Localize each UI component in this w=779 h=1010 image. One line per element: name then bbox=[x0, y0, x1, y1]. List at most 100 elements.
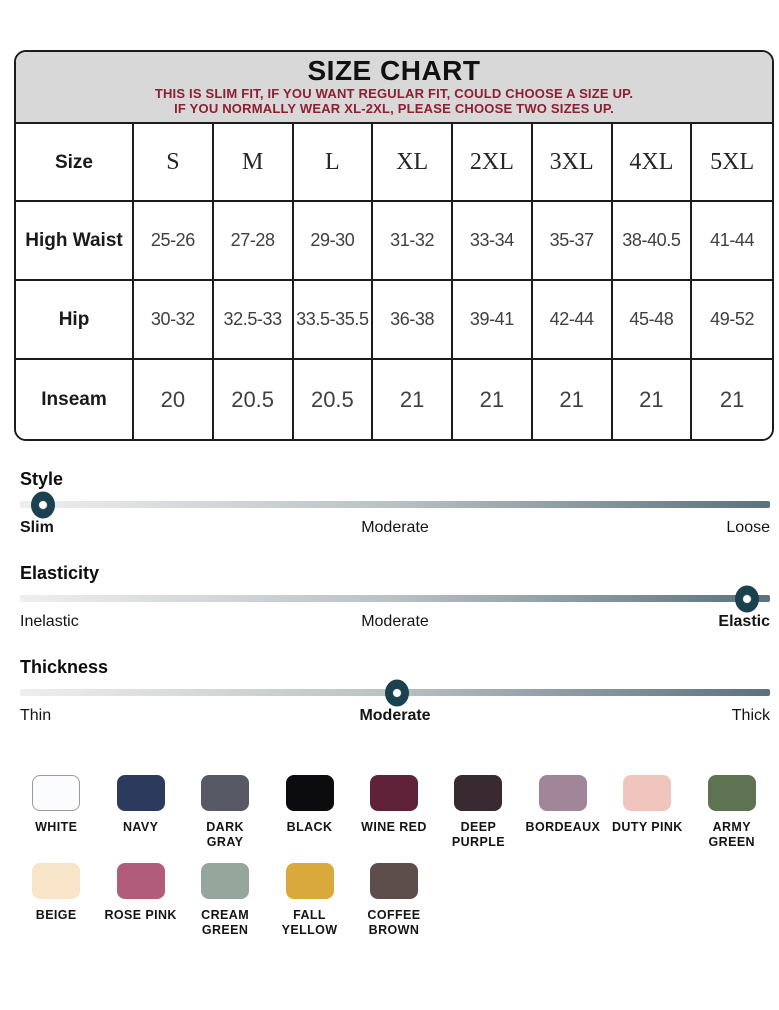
color-label-deep-purple: DEEP PURPLE bbox=[451, 820, 505, 849]
slider-knob-elasticity[interactable] bbox=[734, 585, 759, 612]
measurement-cell: 42-44 bbox=[532, 281, 613, 360]
color-option-duty-pink: DUTY PINK bbox=[605, 775, 689, 850]
size-chart-infographic: SIZE CHART THIS IS SLIM FIT, IF YOU WANT… bbox=[14, 50, 774, 938]
slider-knob-style[interactable] bbox=[30, 491, 55, 518]
fit-indicator-sliders: Style Slim Moderate Loose Elasticity Inelasti… bbox=[14, 469, 774, 726]
slider-title-elasticity: Elasticity bbox=[20, 563, 100, 583]
color-swatch-fall-yellow[interactable] bbox=[285, 863, 334, 899]
slider-label-thin: Thin bbox=[20, 707, 52, 724]
color-label-fall-yellow: FALL YELLOW bbox=[281, 908, 338, 937]
measurement-cell: 20.5 bbox=[293, 360, 374, 439]
size-chart-header: SIZE CHART THIS IS SLIM FIT, IF YOU WANT… bbox=[16, 52, 772, 124]
color-swatch-white[interactable] bbox=[32, 775, 81, 811]
color-swatch-black[interactable] bbox=[285, 775, 334, 811]
color-label-white: WHITE bbox=[35, 820, 78, 834]
measurement-cell: 35-37 bbox=[532, 202, 613, 281]
measurement-cell: 36-38 bbox=[373, 281, 453, 360]
color-swatch-army-green[interactable] bbox=[707, 775, 756, 811]
color-option-fall-yellow: FALL YELLOW bbox=[267, 863, 351, 938]
color-swatch-beige[interactable] bbox=[32, 863, 81, 899]
color-label-coffee-brown: COFFEE BROWN bbox=[367, 908, 421, 937]
measurement-cell: 45-48 bbox=[612, 281, 693, 360]
color-option-rose-pink: ROSE PINK bbox=[98, 863, 182, 938]
color-swatch-bordeaux[interactable] bbox=[538, 775, 587, 811]
measurement-cell: 33.5-35.5 bbox=[293, 281, 374, 360]
measurement-cell: 38-40.5 bbox=[612, 202, 693, 281]
size-col-xl: XL bbox=[373, 124, 453, 202]
color-option-beige: BEIGE bbox=[14, 863, 98, 938]
measurement-cell: 27-28 bbox=[213, 202, 294, 281]
measurement-cell: 32.5-33 bbox=[213, 281, 294, 360]
color-swatch-cream-green[interactable] bbox=[201, 863, 250, 899]
color-option-wine-red: WINE RED bbox=[352, 775, 436, 850]
color-label-cream-green: CREAM GREEN bbox=[201, 908, 250, 937]
color-label-wine-red: WINE RED bbox=[361, 820, 427, 834]
slider-labels-elasticity: Inelastic Moderate Elastic bbox=[20, 613, 770, 632]
measurement-cell: 30-32 bbox=[134, 281, 214, 360]
slider-track-thickness[interactable] bbox=[20, 679, 770, 706]
measurement-cell: 25-26 bbox=[134, 202, 214, 281]
size-col-4xl: 4XL bbox=[612, 124, 693, 202]
slider-title-style: Style bbox=[20, 469, 64, 489]
row-label-high-waist: High Waist bbox=[16, 202, 134, 281]
slider-thickness: Thickness Thin Moderate Thick bbox=[14, 657, 774, 726]
measurement-cell: 49-52 bbox=[692, 281, 772, 360]
size-col-3xl: 3XL bbox=[532, 124, 613, 202]
measurement-cell: 20 bbox=[134, 360, 214, 439]
color-swatch-row-2: BEIGE ROSE PINK CREAM GREEN FALL YELLOW COFF… bbox=[14, 863, 774, 938]
row-label-hip: Hip bbox=[16, 281, 134, 360]
size-measurements-grid: Size S M L XL 2XL 3XL 4XL 5XL High Waist 25-26 27-2… bbox=[16, 124, 772, 439]
slider-elasticity: Elasticity Inelastic Moderate Elastic bbox=[14, 563, 774, 632]
measurement-cell: 21 bbox=[532, 360, 613, 439]
slider-track-elasticity[interactable] bbox=[20, 585, 770, 612]
color-label-beige: BEIGE bbox=[35, 908, 77, 922]
slider-label-moderate: Moderate bbox=[361, 613, 429, 630]
color-label-bordeaux: BORDEAUX bbox=[525, 820, 601, 834]
slider-knob-thickness[interactable] bbox=[385, 679, 410, 706]
slider-label-loose: Loose bbox=[726, 519, 770, 536]
size-chart-table: SIZE CHART THIS IS SLIM FIT, IF YOU WANT… bbox=[14, 50, 774, 441]
color-label-army-green: ARMY GREEN bbox=[708, 820, 755, 849]
measurement-cell: 33-34 bbox=[453, 202, 533, 281]
color-swatch-navy[interactable] bbox=[116, 775, 165, 811]
measurement-cell: 21 bbox=[453, 360, 533, 439]
slider-style: Style Slim Moderate Loose bbox=[14, 469, 774, 538]
color-option-black: BLACK bbox=[267, 775, 351, 850]
color-label-black: BLACK bbox=[286, 820, 333, 834]
color-option-coffee-brown: COFFEE BROWN bbox=[352, 863, 436, 938]
color-option-deep-purple: DEEP PURPLE bbox=[436, 775, 520, 850]
color-label-duty-pink: DUTY PINK bbox=[611, 820, 683, 834]
size-col-2xl: 2XL bbox=[453, 124, 533, 202]
size-chart-title: SIZE CHART bbox=[307, 55, 481, 86]
slider-labels-style: Slim Moderate Loose bbox=[20, 519, 770, 538]
color-swatch-deep-purple[interactable] bbox=[454, 775, 503, 811]
slider-label-inelastic: Inelastic bbox=[20, 613, 79, 630]
size-col-m: M bbox=[213, 124, 294, 202]
measurement-cell: 41-44 bbox=[692, 202, 772, 281]
measurement-cell: 21 bbox=[692, 360, 772, 439]
measurement-cell: 20.5 bbox=[213, 360, 294, 439]
row-label-inseam: Inseam bbox=[16, 360, 134, 439]
color-swatch-dark-gray[interactable] bbox=[201, 775, 250, 811]
fit-note-line2: IF YOU NORMALLY WEAR XL-2XL, PLEASE CHOO… bbox=[174, 101, 614, 116]
color-swatch-rose-pink[interactable] bbox=[116, 863, 165, 899]
color-option-navy: NAVY bbox=[98, 775, 182, 850]
slider-title-thickness: Thickness bbox=[20, 657, 109, 677]
measurement-cell: 21 bbox=[373, 360, 453, 439]
slider-labels-thickness: Thin Moderate Thick bbox=[20, 707, 770, 726]
slider-label-elastic: Elastic bbox=[718, 613, 770, 630]
color-swatch-wine-red[interactable] bbox=[369, 775, 418, 811]
size-col-5xl: 5XL bbox=[692, 124, 772, 202]
color-option-white: WHITE bbox=[14, 775, 98, 850]
slider-track-style[interactable] bbox=[20, 491, 770, 518]
measurement-cell: 29-30 bbox=[293, 202, 374, 281]
measurement-cell: 21 bbox=[612, 360, 693, 439]
color-option-cream-green: CREAM GREEN bbox=[183, 863, 267, 938]
color-swatch-duty-pink[interactable] bbox=[623, 775, 672, 811]
color-option-dark-gray: DARK GRAY bbox=[183, 775, 267, 850]
color-label-navy: NAVY bbox=[122, 820, 159, 834]
fit-note-line1: THIS IS SLIM FIT, IF YOU WANT REGULAR FI… bbox=[154, 86, 634, 101]
measurement-cell: 31-32 bbox=[373, 202, 453, 281]
color-swatch-coffee-brown[interactable] bbox=[369, 863, 418, 899]
color-option-army-green: ARMY GREEN bbox=[690, 775, 774, 850]
